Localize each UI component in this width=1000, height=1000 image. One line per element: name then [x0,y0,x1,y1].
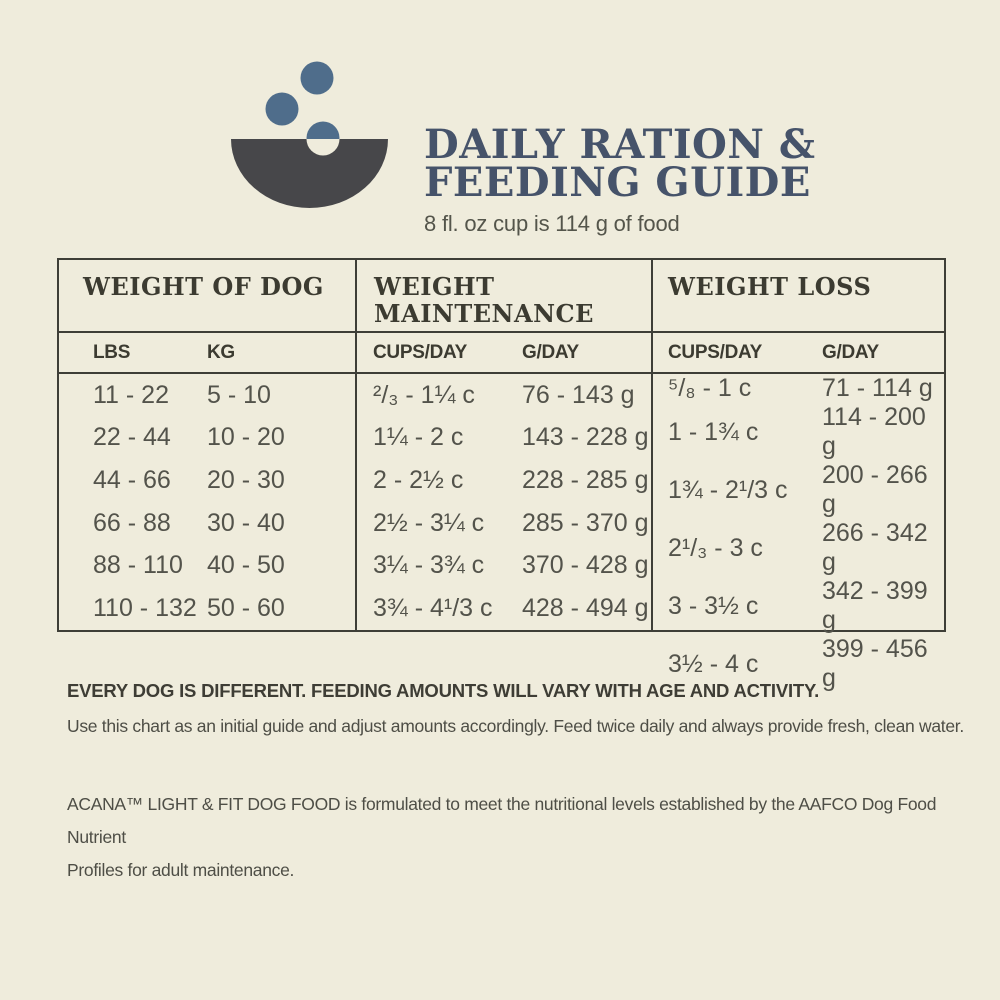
table-row: 66 - 88 30 - 40 [59,502,355,545]
cell-lbs: 22 - 44 [93,423,171,452]
cell-cups: 3½ - 4 c [668,649,759,678]
cell-kg: 30 - 40 [207,508,285,537]
cell-grams: 285 - 370 g [522,508,649,537]
aafco-statement-line2: Profiles for adult maintenance. [67,860,295,880]
cell-grams: 370 - 428 g [522,551,649,580]
cell-grams: 266 - 342 g [822,519,928,576]
data-rows: ²/₃ - 1¼ c 76 - 143 g 1¼ - 2 c 143 - 228… [357,374,651,630]
table-row: 2¹/₃ - 3 c 266 - 342 g [653,519,944,577]
table-section-weight-loss: WEIGHT LOSS CUPS/DAY G/DAY ⁵/₈ - 1 c 71 … [651,260,944,692]
cell-kg: 10 - 20 [207,423,285,452]
column-header-cups-day: CUPS/DAY [373,341,468,363]
table-row: 3¼ - 3¾ c 370 - 428 g [357,545,651,588]
cell-lbs: 66 - 88 [93,508,171,537]
cell-kg: 20 - 30 [207,466,285,495]
table-row: 3¾ - 4¹/3 c 428 - 494 g [357,587,651,630]
cell-grams: 143 - 228 g [522,423,649,452]
cell-cups: 3 - 3½ c [668,591,759,620]
table-row: ⁵/₈ - 1 c 71 - 114 g [653,374,944,403]
column-header-g-day: G/DAY [822,341,879,363]
cell-kg: 5 - 10 [207,380,271,409]
table-row: 1¾ - 2¹/3 c 200 - 266 g [653,461,944,519]
data-rows: 11 - 22 5 - 10 22 - 44 10 - 20 44 - 66 2… [59,374,355,630]
cell-lbs: 11 - 22 [93,380,169,409]
cell-cups: 1¼ - 2 c [373,423,464,452]
note-heading: EVERY DOG IS DIFFERENT. FEEDING AMOUNTS … [67,680,820,701]
subheader-row: CUPS/DAY G/DAY [653,331,944,374]
cell-kg: 50 - 60 [207,594,285,623]
cell-grams: 71 - 114 g [822,374,933,402]
cell-cups: 2¹/₃ - 3 c [668,533,763,562]
cell-grams: 200 - 266 g [822,461,928,518]
table-row: 3½ - 4 c 399 - 456 g [653,635,944,693]
page-title-line1: DAILY RATION & [424,121,816,168]
cell-grams: 428 - 494 g [522,594,649,623]
header: DAILY RATION & FEEDING GUIDE 8 fl. oz cu… [424,121,816,237]
cup-conversion-note: 8 fl. oz cup is 114 g of food [424,211,680,236]
aafco-statement: ACANA™ LIGHT & FIT DOG FOOD is formulate… [67,788,957,887]
column-header-cups-day: CUPS/DAY [668,341,763,363]
cell-cups: 1¾ - 2¹/3 c [668,475,788,504]
cell-lbs: 88 - 110 [93,551,183,580]
cell-cups: ⁵/₈ - 1 c [668,374,752,402]
note-body: Use this chart as an initial guide and a… [67,716,964,736]
column-header-g-day: G/DAY [522,341,579,363]
page-title-line2: FEEDING GUIDE [424,159,811,206]
cell-cups: 2½ - 3¼ c [373,508,485,537]
table-row: 44 - 66 20 - 30 [59,459,355,502]
table-row: 22 - 44 10 - 20 [59,417,355,460]
cell-cups: 3¾ - 4¹/3 c [373,594,493,623]
cell-grams: 114 - 200 g [822,403,926,460]
section-header: WEIGHT MAINTENANCE [374,272,594,328]
cell-kg: 40 - 50 [207,551,285,580]
subheader-row: CUPS/DAY G/DAY [357,331,651,374]
subheader-row: LBS KG [59,331,355,374]
cell-grams: 76 - 143 g [522,380,635,409]
table-row: 1 - 1¾ c 114 - 200 g [653,403,944,461]
table-row: 3 - 3½ c 342 - 399 g [653,577,944,635]
section-header: WEIGHT LOSS [668,272,872,301]
dog-food-bowl-icon [231,61,388,209]
table-section-weight-of-dog: WEIGHT OF DOG LBS KG 11 - 22 5 - 10 22 -… [59,260,355,630]
table-row: 2 - 2½ c 228 - 285 g [357,459,651,502]
cell-grams: 399 - 456 g [822,635,928,692]
table-row: 2½ - 3¼ c 285 - 370 g [357,502,651,545]
data-rows: ⁵/₈ - 1 c 71 - 114 g 1 - 1¾ c 114 - 200 … [653,374,944,692]
table-row: 11 - 22 5 - 10 [59,374,355,417]
column-header-kg: KG [207,341,235,363]
cell-grams: 342 - 399 g [822,577,928,634]
table-section-weight-maintenance: WEIGHT MAINTENANCE CUPS/DAY G/DAY ²/₃ - … [355,260,651,630]
cell-lbs: 110 - 132 [93,594,197,623]
feeding-guide-table: WEIGHT OF DOG LBS KG 11 - 22 5 - 10 22 -… [57,258,946,692]
cell-cups: 1 - 1¾ c [668,417,759,446]
column-header-lbs: LBS [93,341,131,363]
cell-grams: 228 - 285 g [522,466,649,495]
cell-cups: 2 - 2½ c [373,466,464,495]
table-row: 110 - 132 50 - 60 [59,587,355,630]
table-row: 88 - 110 40 - 50 [59,545,355,588]
section-header: WEIGHT OF DOG [83,272,324,301]
aafco-statement-line1: ACANA™ LIGHT & FIT DOG FOOD is formulate… [67,794,937,847]
cell-cups: 3¼ - 3¾ c [373,551,485,580]
table-row: ²/₃ - 1¼ c 76 - 143 g [357,374,651,417]
cell-lbs: 44 - 66 [93,466,171,495]
cell-cups: ²/₃ - 1¼ c [373,380,475,409]
table-row: 1¼ - 2 c 143 - 228 g [357,417,651,460]
